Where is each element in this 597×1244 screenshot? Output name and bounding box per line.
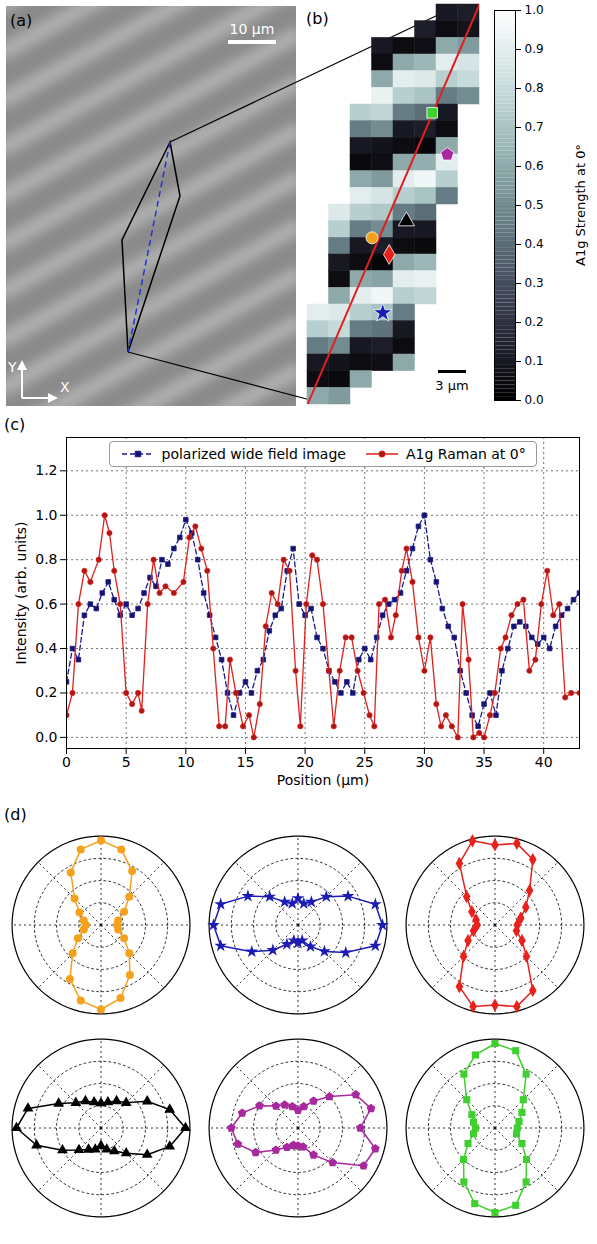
svg-text:(a): (a) xyxy=(10,11,32,30)
html-text:polarized wide field image: polarized wide field image xyxy=(161,446,346,462)
html-text:(d): (d) xyxy=(4,805,27,824)
svg-text:0.4: 0.4 xyxy=(525,237,544,251)
svg-text:A1g Strength at 0°: A1g Strength at 0° xyxy=(573,144,588,266)
svg-text:40: 40 xyxy=(535,754,553,770)
svg-text:Y: Y xyxy=(7,359,17,375)
svg-text:35: 35 xyxy=(475,754,493,770)
svg-text:0.0: 0.0 xyxy=(35,729,57,745)
svg-text:0.9: 0.9 xyxy=(525,42,544,56)
html-text:(c): (c) xyxy=(4,415,26,434)
svg-text:X: X xyxy=(60,379,70,395)
svg-text:(b): (b) xyxy=(306,9,329,28)
svg-text:5: 5 xyxy=(122,754,131,770)
svg-text:0: 0 xyxy=(62,754,71,770)
svg-text:Position (μm): Position (μm) xyxy=(277,772,369,788)
svg-text:0.3: 0.3 xyxy=(525,276,544,290)
svg-text:0.4: 0.4 xyxy=(35,640,57,656)
svg-text:0.7: 0.7 xyxy=(525,120,544,134)
svg-text:0.5: 0.5 xyxy=(525,198,544,212)
svg-text:0.1: 0.1 xyxy=(525,354,544,368)
svg-text:30: 30 xyxy=(415,754,433,770)
svg-text:1.2: 1.2 xyxy=(35,462,57,478)
svg-text:0.8: 0.8 xyxy=(525,81,544,95)
svg-text:1.0: 1.0 xyxy=(35,507,57,523)
svg-text:1.0: 1.0 xyxy=(525,3,544,17)
svg-text:10: 10 xyxy=(177,754,195,770)
svg-text:3 μm: 3 μm xyxy=(435,378,468,393)
svg-text:0.2: 0.2 xyxy=(35,684,57,700)
svg-text:0.0: 0.0 xyxy=(525,393,544,407)
html-text:A1g Raman at 0°: A1g Raman at 0° xyxy=(405,446,526,462)
svg-text:10 μm: 10 μm xyxy=(230,21,275,37)
svg-text:0.2: 0.2 xyxy=(525,315,544,329)
svg-text:0.8: 0.8 xyxy=(35,551,57,567)
svg-text:0.6: 0.6 xyxy=(525,159,544,173)
svg-text:0.6: 0.6 xyxy=(35,596,57,612)
svg-text:25: 25 xyxy=(356,754,374,770)
svg-text:15: 15 xyxy=(237,754,255,770)
svg-text:Intensity (arb. units): Intensity (arb. units) xyxy=(13,522,29,665)
svg-text:20: 20 xyxy=(296,754,314,770)
